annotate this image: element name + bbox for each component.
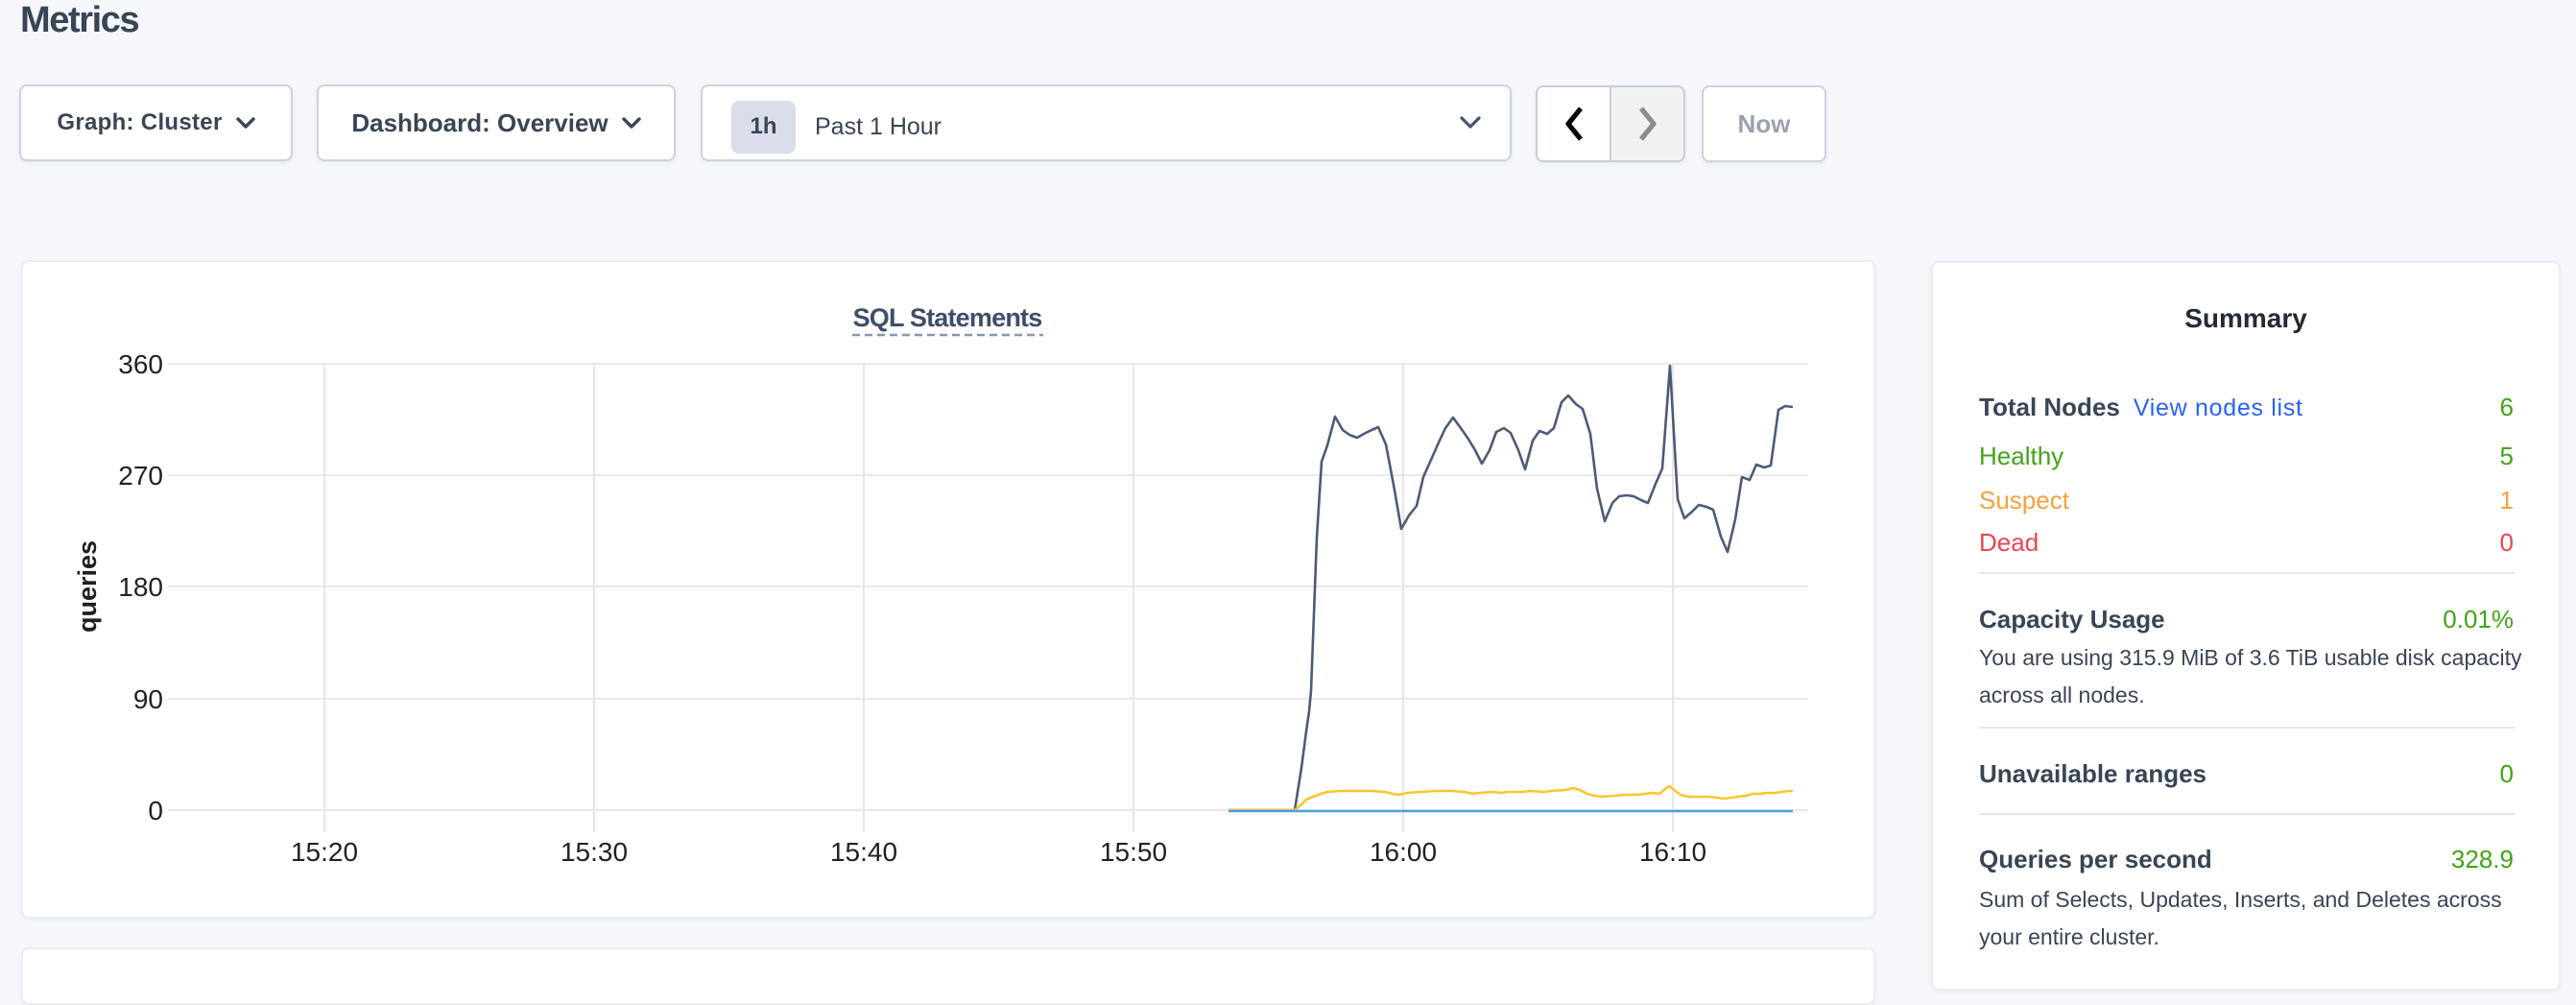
- svg-text:0: 0: [148, 796, 163, 826]
- svg-text:15:20: 15:20: [291, 837, 358, 867]
- svg-text:15:50: 15:50: [1100, 837, 1167, 867]
- svg-text:180: 180: [118, 572, 163, 602]
- svg-text:15:40: 15:40: [830, 837, 897, 867]
- svg-text:queries: queries: [73, 540, 102, 633]
- svg-text:16:00: 16:00: [1370, 837, 1437, 867]
- svg-text:270: 270: [118, 461, 163, 491]
- svg-text:SQL Statements: SQL Statements: [853, 303, 1042, 332]
- svg-text:15:30: 15:30: [561, 837, 628, 867]
- svg-text:360: 360: [118, 349, 163, 379]
- svg-text:16:10: 16:10: [1639, 837, 1706, 867]
- svg-text:90: 90: [133, 684, 163, 714]
